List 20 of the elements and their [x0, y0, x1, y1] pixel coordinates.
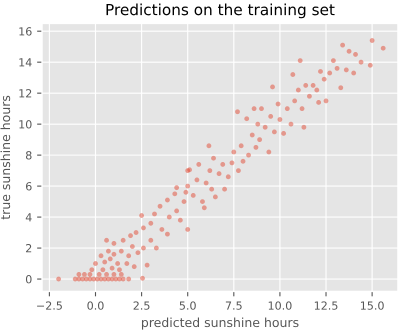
- x-tick-label: 7.5: [226, 302, 242, 310]
- x-tick-label: 2.5: [134, 301, 150, 310]
- y-tick-label: 10: [19, 120, 32, 129]
- y-axis-title: true sunshine hours: [0, 96, 10, 220]
- x-tick-label: 12.5: [314, 301, 338, 310]
- x-tick-label: 5.0: [180, 301, 196, 310]
- y-tick-label: 6: [26, 182, 32, 190]
- x-tick-label: 15.0: [360, 301, 384, 310]
- x-tick-label: 0.0: [87, 301, 104, 310]
- y-tick-label: 16: [19, 27, 32, 36]
- chart-title: Predictions on the training set: [106, 4, 335, 18]
- x-tick-label: −2.5: [37, 301, 62, 310]
- x-tick-label: 10.0: [268, 301, 292, 310]
- y-tick-label: 0: [26, 275, 32, 284]
- x-axis-title: predicted sunshine hours: [142, 317, 298, 330]
- y-tick-label: 12: [19, 89, 32, 98]
- y-tick-label: 14: [19, 58, 32, 66]
- y-tick-label: 4: [26, 213, 32, 222]
- y-tick-label: 8: [26, 151, 32, 160]
- y-tick-label: 2: [26, 244, 32, 252]
